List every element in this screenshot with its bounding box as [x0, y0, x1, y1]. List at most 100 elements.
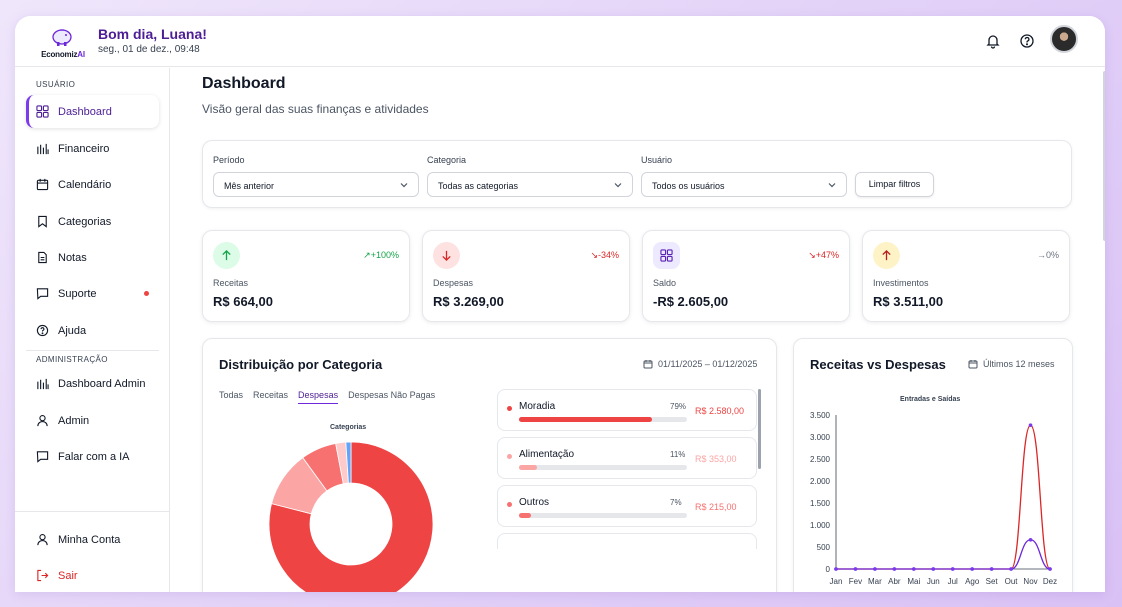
- list-scrollbar[interactable]: [758, 389, 761, 469]
- tab-receitas[interactable]: Receitas: [253, 390, 289, 400]
- x-tick-label: Set: [986, 577, 999, 586]
- chevron-down-icon: [400, 183, 408, 188]
- sidebar-item-ajuda[interactable]: Ajuda: [26, 314, 159, 347]
- y-tick-label: 1.000: [810, 521, 831, 530]
- y-tick-label: 1.500: [810, 499, 831, 508]
- sidebar-item-label: Sair: [58, 569, 78, 582]
- data-point[interactable]: [1048, 567, 1052, 571]
- y-tick-label: 3.500: [810, 411, 831, 420]
- tab-todas[interactable]: Todas: [219, 390, 244, 400]
- kpi-icon-bg: [433, 242, 460, 269]
- sidebar-item-label: Dashboard Admin: [58, 377, 146, 390]
- sidebar-item-label: Financeiro: [58, 142, 110, 155]
- kpi-card-investimentos: →0% Investimentos R$ 3.511,00: [862, 230, 1070, 322]
- period-select[interactable]: Mês anterior: [213, 172, 419, 197]
- data-point[interactable]: [912, 567, 916, 571]
- category-item-moradia[interactable]: Moradia 79% R$ 2.580,00: [497, 389, 757, 431]
- category-name: Alimentação: [519, 449, 575, 460]
- calendar-icon: [968, 360, 978, 369]
- filters-panel: Período Mês anterior Categoria Todas as …: [202, 140, 1072, 208]
- data-point[interactable]: [1028, 537, 1033, 542]
- y-tick-label: 3.000: [810, 433, 831, 442]
- message-icon: [36, 288, 49, 300]
- data-point[interactable]: [853, 567, 858, 571]
- sidebar-item-financeiro[interactable]: Financeiro: [26, 132, 159, 165]
- chevron-down-icon: [828, 183, 836, 188]
- x-tick-label: Jun: [927, 577, 940, 586]
- data-point[interactable]: [950, 567, 955, 571]
- kpi-icon-bg: [653, 242, 680, 269]
- sidebar-item-dashboard-admin[interactable]: Dashboard Admin: [26, 367, 159, 400]
- logo[interactable]: EconomizAI: [35, 25, 89, 59]
- category-bar-track: [519, 513, 687, 518]
- y-tick-label: 500: [817, 543, 831, 552]
- category-select[interactable]: Todas as categorias: [427, 172, 633, 197]
- sidebar-item-calendario[interactable]: Calendário: [26, 168, 159, 201]
- data-point[interactable]: [1009, 567, 1013, 571]
- date-range[interactable]: 01/11/2025 – 01/12/2025: [643, 359, 757, 369]
- section-label-user: USUÁRIO: [36, 80, 76, 89]
- sidebar-item-sair[interactable]: Sair: [26, 559, 159, 592]
- donut-slice[interactable]: [345, 441, 352, 484]
- header: EconomizAI Bom dia, Luana! seg., 01 de d…: [15, 16, 1105, 67]
- category-item-alimentacao[interactable]: Alimentação 11% R$ 353,00: [497, 437, 757, 479]
- bell-icon[interactable]: [985, 33, 1001, 49]
- data-point[interactable]: [892, 567, 897, 571]
- category-value: R$ 353,00: [695, 454, 737, 464]
- kpi-change: ↘+47%: [808, 250, 839, 260]
- main-content: Dashboard Visão geral das suas finanças …: [171, 68, 1105, 592]
- sidebar-item-label: Admin: [58, 414, 90, 427]
- user-avatar[interactable]: [1050, 25, 1078, 53]
- arrow-up-icon: [882, 249, 891, 261]
- kpi-change: →0%: [1036, 250, 1059, 260]
- tab-despesas[interactable]: Despesas: [298, 390, 339, 404]
- category-bar-track: [519, 465, 687, 470]
- chart-title: Entradas e Saídas: [900, 396, 961, 403]
- sidebar-item-categorias[interactable]: Categorias: [26, 205, 159, 238]
- data-point[interactable]: [1028, 423, 1033, 427]
- category-percent: 79%: [670, 402, 687, 411]
- section-label-admin: ADMINISTRAÇÃO: [36, 355, 108, 364]
- data-point[interactable]: [834, 567, 838, 571]
- x-tick-label: Abr: [888, 577, 901, 586]
- page-scrollbar[interactable]: [1103, 71, 1105, 241]
- category-item-next[interactable]: [497, 533, 757, 549]
- period-label: Período: [213, 155, 245, 165]
- sidebar-item-falar-com-ia[interactable]: Falar com a IA: [26, 440, 159, 473]
- sidebar-item-admin[interactable]: Admin: [26, 404, 159, 437]
- sidebar-item-notas[interactable]: Notas: [26, 241, 159, 274]
- arrow-down-icon: [442, 250, 451, 262]
- data-point[interactable]: [970, 567, 974, 571]
- date-range[interactable]: Últimos 12 meses: [968, 359, 1055, 369]
- data-point[interactable]: [931, 567, 936, 571]
- category-value: R$ 215,00: [695, 502, 737, 512]
- bar-chart-icon: [37, 378, 49, 390]
- current-datetime: seg., 01 de dez., 09:48: [98, 44, 200, 55]
- greeting: Bom dia, Luana!: [98, 26, 207, 42]
- category-select-value: Todas as categorias: [438, 181, 519, 191]
- category-dot: [507, 454, 512, 459]
- clear-filters-button[interactable]: Limpar filtros: [855, 172, 934, 197]
- sidebar-item-label: Categorias: [58, 215, 112, 228]
- user-select[interactable]: Todos os usuários: [641, 172, 847, 197]
- category-value: R$ 2.580,00: [695, 406, 745, 416]
- help-icon[interactable]: [1019, 33, 1035, 49]
- page-subtitle: Visão geral das suas finanças e atividad…: [202, 102, 429, 116]
- sidebar-item-suporte[interactable]: Suporte: [26, 277, 159, 310]
- document-icon: [38, 251, 47, 264]
- data-point[interactable]: [989, 567, 994, 571]
- tab-despesas-nao-pagas[interactable]: Despesas Não Pagas: [348, 390, 436, 400]
- data-point[interactable]: [873, 567, 877, 571]
- donut-slice[interactable]: [268, 441, 434, 592]
- sidebar-item-dashboard[interactable]: Dashboard: [26, 95, 159, 128]
- card-title: Receitas vs Despesas: [810, 357, 946, 372]
- x-tick-label: Fev: [849, 577, 862, 586]
- sidebar-item-minha-conta[interactable]: Minha Conta: [26, 523, 159, 556]
- calendar-icon: [643, 360, 653, 369]
- sidebar-item-label: Falar com a IA: [58, 450, 130, 463]
- x-tick-label: Out: [1005, 577, 1019, 586]
- kpi-value: -R$ 2.605,00: [653, 294, 729, 309]
- user-icon: [37, 415, 48, 427]
- category-item-outros[interactable]: Outros 7% R$ 215,00: [497, 485, 757, 527]
- piggy-logo-icon: [52, 29, 72, 46]
